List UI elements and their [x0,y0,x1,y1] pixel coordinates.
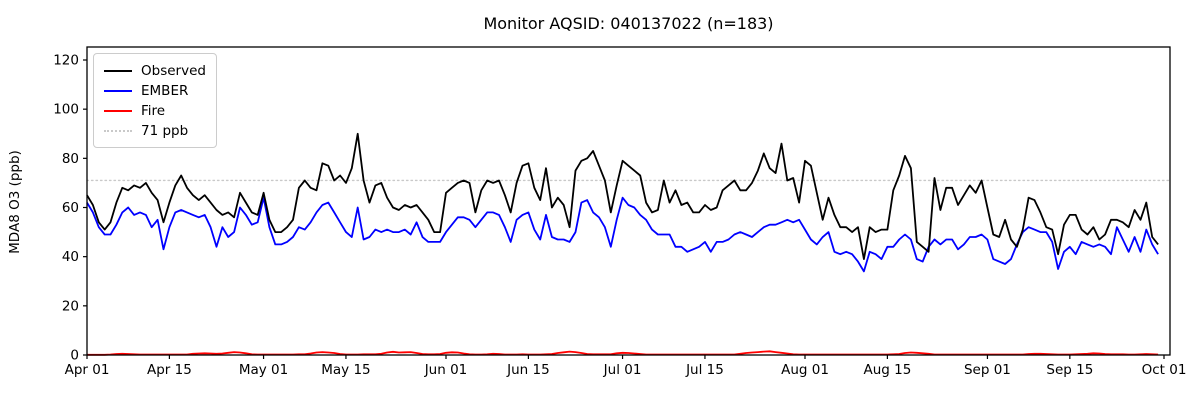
x-tick-label: Jun 15 [506,362,550,378]
legend-line-swatch [104,90,132,92]
x-tick-label: May 01 [239,362,288,378]
y-tick-label: 0 [70,348,79,364]
x-tick-label: Jun 01 [424,362,468,378]
legend-line-swatch [104,70,132,72]
series-line-ember [86,196,1159,273]
x-tick-label: Sep 15 [1046,362,1093,378]
legend-label: 71 ppb [141,123,189,139]
y-tick-label: 60 [62,200,79,216]
x-tick-label: Oct 01 [1142,362,1187,378]
x-tick-label: Aug 01 [781,362,829,378]
x-tick-label: Jul 01 [603,362,642,378]
legend-label: Observed [141,63,206,79]
series-line-observed [86,132,1159,261]
axes-border [86,46,1171,356]
legend-line-swatch [104,110,132,112]
legend-item-fire: Fire [104,101,206,121]
chart-title: Monitor AQSID: 040137022 (n=183) [483,14,774,33]
y-tick-label: 120 [53,53,79,69]
x-tick-label: Jul 15 [685,362,724,378]
legend-item-71-ppb: 71 ppb [104,121,206,141]
y-tick-label: 80 [62,151,79,167]
series-line-fire [87,350,1159,356]
legend: Observed EMBER Fire 71 ppb [93,53,217,148]
legend-label: Fire [141,103,166,119]
y-tick-label: 20 [62,298,79,314]
legend-label: EMBER [141,83,189,99]
legend-item-ember: EMBER [104,81,206,101]
x-tick-label: Apr 15 [147,362,192,378]
y-tick-label: 40 [62,249,79,265]
x-tick-label: Sep 01 [964,362,1011,378]
x-tick-label: Apr 01 [65,362,110,378]
legend-line-swatch [104,130,132,132]
y-tick-label: 100 [53,102,79,118]
x-tick-label: Aug 15 [863,362,911,378]
x-tick-label: May 15 [321,362,370,378]
legend-item-observed: Observed [104,61,206,81]
